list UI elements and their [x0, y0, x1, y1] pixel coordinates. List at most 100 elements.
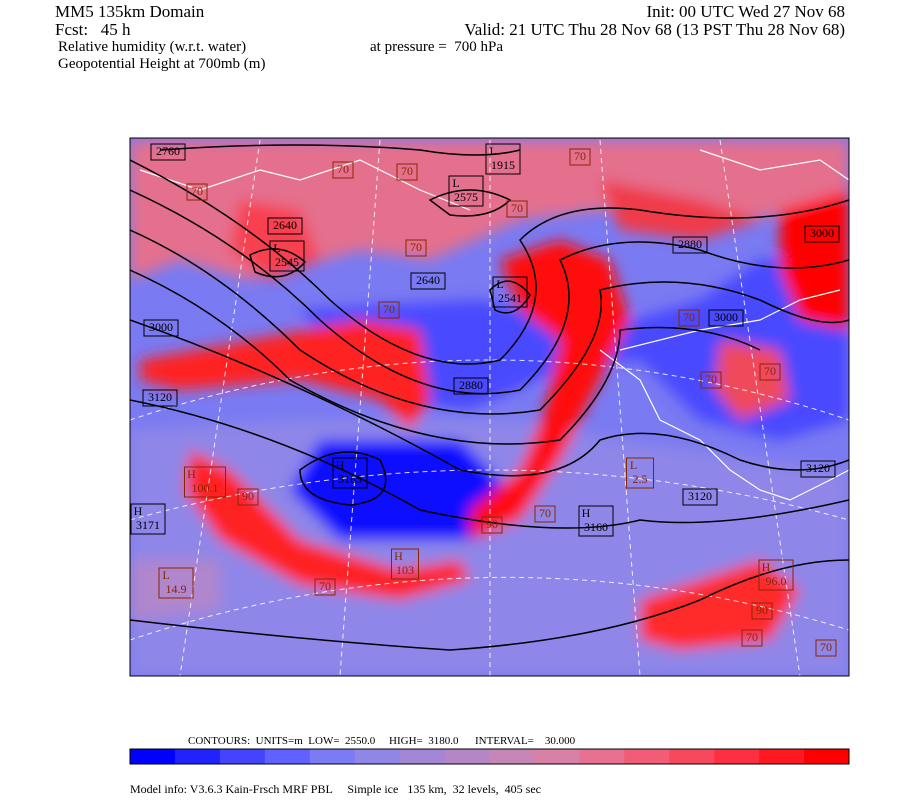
field: Relative humidity (w.r.t. water) [58, 39, 246, 55]
label-box [267, 217, 303, 235]
label-value: 2880 [459, 378, 483, 392]
label-value: 70 [319, 579, 331, 593]
label-value: 2575 [454, 190, 478, 204]
label-value: 2.5 [633, 472, 648, 486]
label-value: 3120 [806, 461, 830, 475]
label-box [396, 163, 418, 181]
height-contours [130, 144, 849, 651]
label-extremum: H [336, 458, 345, 472]
title: MM5 135km Domain [55, 2, 205, 21]
label-box [569, 148, 591, 166]
label-value: 70 [337, 162, 349, 176]
label-box [410, 272, 446, 290]
colorbar-swatch [399, 749, 446, 764]
colorbar-swatch [489, 749, 535, 764]
label-box [485, 143, 521, 175]
label-box [143, 319, 179, 337]
label-extremum: H [134, 504, 143, 518]
label-value: 3120 [688, 489, 712, 503]
colorbar-swatch [579, 749, 625, 764]
colorbar [129, 748, 850, 765]
label-box [800, 460, 836, 478]
label-box [758, 559, 794, 591]
label-value: 14.9 [166, 582, 187, 596]
label-box [534, 505, 556, 523]
label-box [453, 377, 489, 395]
label-value: 100.1 [192, 481, 219, 495]
colorbar-swatch [130, 749, 176, 764]
label-value: 2760 [156, 144, 180, 158]
level: at pressure = 700 hPa [370, 39, 503, 55]
label-value: 3000 [149, 320, 173, 334]
colorbar-swatch [624, 749, 670, 764]
label-box [448, 175, 484, 207]
label-value: 70 [764, 364, 776, 378]
coastlines [139, 149, 849, 501]
label-box [492, 276, 528, 308]
label-value: 90 [756, 603, 768, 617]
label-value: 70 [820, 640, 832, 654]
colorbar-swatch [309, 749, 356, 764]
overlay: Geopotential Height at 700mb (m) [58, 56, 265, 72]
label-box [759, 363, 781, 381]
map-frame [129, 137, 850, 677]
label-box [804, 225, 840, 243]
label-box [481, 516, 503, 534]
label-box [391, 548, 419, 580]
humidity-shading [130, 140, 849, 676]
label-value: 70 [705, 372, 717, 386]
label-value: 2880 [678, 237, 702, 251]
label-box [626, 457, 654, 489]
label-value: 70 [410, 240, 422, 254]
label-box [332, 457, 368, 489]
label-box [186, 183, 208, 201]
forecast: Fcst: 45 h [55, 20, 131, 39]
label-extremum: L [630, 458, 637, 472]
label-value: 2545 [275, 255, 299, 269]
colorbar-swatch [534, 749, 580, 764]
colorbar-swatch [444, 749, 490, 764]
label-value: 3165 [338, 472, 362, 486]
label-value: 70 [539, 506, 551, 520]
label-value: 103 [396, 563, 414, 577]
colorbar-swatch [354, 749, 401, 764]
colorbar-swatch [174, 749, 221, 764]
label-extremum: L [489, 144, 496, 158]
label-value: 3000 [810, 226, 834, 240]
label-value: 2541 [498, 291, 522, 305]
colorbar-swatch [264, 749, 311, 764]
colorbar-swatch [714, 749, 760, 764]
label-value: 1915 [491, 158, 515, 172]
label-value: 70 [383, 302, 395, 316]
label-extremum: H [582, 506, 591, 520]
label-box [158, 567, 194, 599]
colorbar-frame [129, 748, 850, 765]
label-box [142, 389, 178, 407]
label-box [130, 503, 166, 535]
init-time: Init: 00 UTC Wed 27 Nov 68 [646, 2, 845, 21]
label-value: 90 [242, 489, 254, 503]
label-value: 70 [574, 149, 586, 163]
label-value: 70 [746, 630, 758, 644]
label-value: 70 [511, 201, 523, 215]
label-value: 2640 [416, 273, 440, 287]
label-value: 96.0 [766, 574, 787, 588]
model-info: Model info: V3.6.3 Kain-Frsch MRF PBL Si… [130, 782, 541, 796]
label-extremum: L [162, 568, 169, 582]
valid-time: Valid: 21 UTC Thu 28 Nov 68 (13 PST Thu … [464, 20, 845, 39]
label-box [751, 602, 773, 620]
label-box [405, 239, 427, 257]
label-value: 2640 [273, 218, 297, 232]
label-box [741, 629, 763, 647]
label-extremum: H [394, 549, 403, 563]
label-box [506, 200, 528, 218]
label-box [184, 466, 226, 498]
label-box [672, 236, 708, 254]
label-box [314, 578, 336, 596]
label-box [332, 161, 354, 179]
colorbar-swatch [804, 749, 850, 764]
label-value: 70 [401, 164, 413, 178]
